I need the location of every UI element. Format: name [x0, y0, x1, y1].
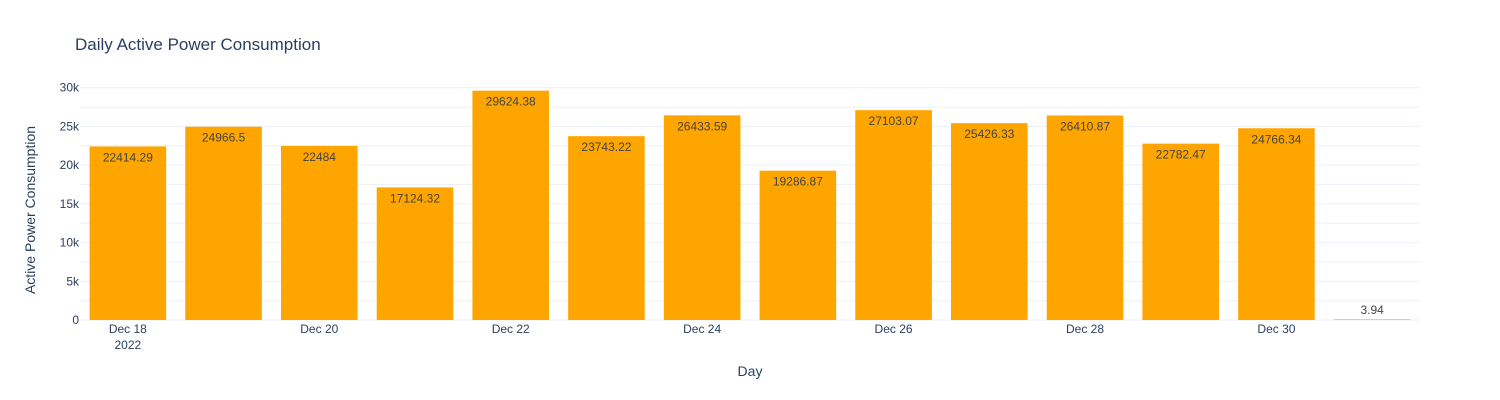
bar — [951, 123, 1028, 320]
y-axis-ticks: 0 5k 10k 15k 20k 25k 30k — [60, 81, 80, 327]
x-tick-label: Dec 24 — [683, 322, 721, 336]
y-axis-title: Active Power Consumption — [22, 126, 38, 294]
bar-value-label: 17124.32 — [390, 191, 440, 205]
bar — [376, 187, 454, 320]
bar — [1333, 319, 1411, 320]
y-tick-label: 15k — [60, 197, 80, 211]
bar-value-label: 24966.5 — [202, 131, 246, 145]
x-tick-label: Dec 28 — [1066, 322, 1104, 336]
y-tick-label: 0 — [72, 313, 79, 327]
x-tick-label: Dec 22 — [492, 322, 530, 336]
bar — [185, 126, 262, 320]
bar — [568, 136, 645, 320]
bar-labels: 22414.29 24966.5 22484 17124.32 29624.38 2374… — [103, 95, 1384, 317]
x-tick-label: Dec 26 — [875, 322, 913, 336]
bar-value-label: 29624.38 — [486, 95, 536, 109]
x-tick-label: Dec 18 — [109, 322, 147, 336]
y-tick-label: 5k — [66, 274, 80, 288]
x-tick-label: Dec 20 — [300, 322, 338, 336]
bar — [1142, 143, 1219, 320]
bar-value-label: 26410.87 — [1060, 120, 1110, 134]
y-tick-label: 10k — [60, 236, 80, 250]
bars — [89, 90, 1411, 321]
x-axis-ticks: Dec 18 2022 Dec 20 Dec 22 Dec 24 Dec 26 Dec 28… — [109, 322, 1296, 352]
bar-value-label: 19286.87 — [773, 175, 823, 189]
bar-value-label: 22782.47 — [1156, 148, 1206, 162]
x-tick-sublabel: 2022 — [115, 338, 142, 352]
bar-value-label: 24766.34 — [1251, 132, 1301, 146]
bar-value-label: 26433.59 — [677, 119, 727, 133]
y-tick-label: 30k — [60, 81, 80, 95]
bar — [1046, 115, 1124, 320]
bar — [1238, 128, 1315, 320]
bar-value-label: 22414.29 — [103, 150, 153, 164]
bar — [89, 146, 167, 320]
bar — [472, 90, 549, 320]
bar-value-label: 22484 — [303, 150, 337, 164]
bar-value-label: 25426.33 — [964, 127, 1014, 141]
chart-title: Daily Active Power Consumption — [75, 35, 321, 54]
x-tick-label: Dec 30 — [1257, 322, 1295, 336]
bar — [759, 170, 837, 320]
bar-value-label: 3.94 — [1360, 303, 1384, 317]
bar — [855, 110, 932, 321]
bar — [663, 115, 741, 321]
y-tick-label: 25k — [60, 119, 80, 133]
x-axis-title: Day — [738, 363, 763, 379]
bar — [281, 145, 358, 320]
y-tick-label: 20k — [60, 158, 80, 172]
bar-value-label: 23743.22 — [581, 140, 631, 154]
bar-value-label: 27103.07 — [869, 114, 919, 128]
